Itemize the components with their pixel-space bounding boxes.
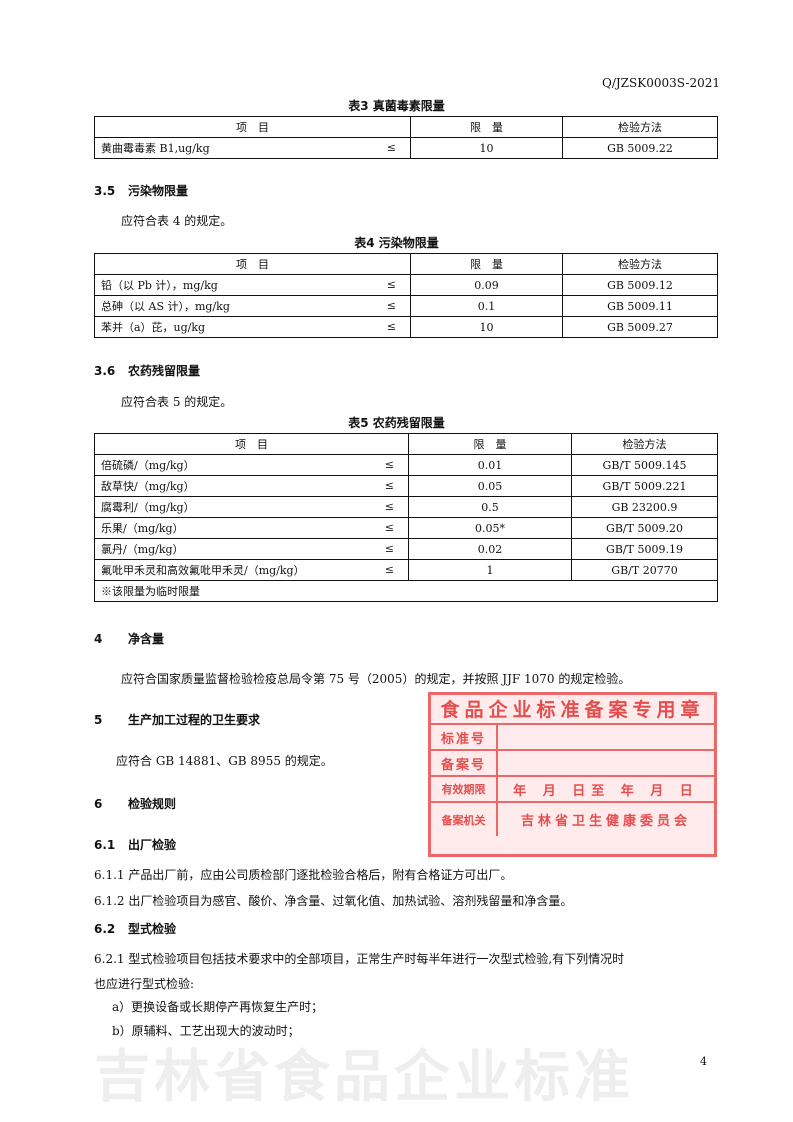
- stamp-label: 备案号: [431, 751, 498, 775]
- heading-6: 6 检验规则: [94, 797, 177, 811]
- th: 限 量: [410, 253, 563, 275]
- stamp-label: 备案机关: [431, 803, 498, 836]
- list-item: a）更换设备或长期停产再恢复生产时；: [112, 1000, 324, 1014]
- para: 应符合 GB 14881、GB 8955 的规定。: [116, 754, 333, 768]
- heading-6-1: 6.1 出厂检验: [94, 838, 177, 852]
- table-row: 腐霉利/（mg/kg） ≤0.5 GB 23200.9: [94, 496, 718, 518]
- stamp-value: 吉林省卫生健康委员会: [520, 814, 691, 829]
- stamp-value: [498, 751, 714, 775]
- table-row: 黄曲霉毒素 B1,ug/kg ≤10 GB 5009.22: [94, 137, 718, 159]
- filing-stamp: 食品企业标准备案专用章 标准号 备案号 有效期限年 月 日至 年 月 日 备案机…: [428, 692, 717, 857]
- table4-caption: 表4 污染物限量: [354, 236, 439, 250]
- heading-3-6: 3.6 农药残留限量: [94, 364, 201, 378]
- table-row: 总砷（以 AS 计），mg/kg ≤0.1 GB 5009.11: [94, 295, 718, 317]
- stamp-value: 年 月 日至 年 月 日: [513, 783, 699, 799]
- table4: 项 目限 量检验方法 铅（以 Pb 计），mg/kg ≤0.09 GB 5009.1…: [94, 253, 718, 338]
- para: 应符合国家质量监督检验检疫总局令第 75 号（2005）的规定，并按照 JJF …: [121, 672, 631, 686]
- table3-caption: 表3 真菌毒素限量: [348, 99, 445, 113]
- th: 限 量: [408, 433, 572, 455]
- doc-code: Q/JZSK0003S-2021: [601, 76, 720, 90]
- list-item: b）原辅料、工艺出现大的波动时；: [112, 1024, 300, 1038]
- page-number: 4: [700, 1055, 707, 1068]
- table-row: 氯丹/（mg/kg） ≤0.02 GB/T 5009.19: [94, 538, 718, 560]
- item: 黄曲霉毒素 B1,ug/kg: [101, 142, 210, 155]
- th: 检验方法: [562, 253, 718, 275]
- heading-4: 4 净含量: [94, 632, 165, 646]
- para: 6.1.2 出厂检验项目为感官、酸价、净含量、过氧化值、加热试验、溶剂残留量和净…: [94, 894, 573, 908]
- heading-5: 5 生产加工过程的卫生要求: [94, 713, 261, 727]
- th: 项 目: [94, 253, 411, 275]
- table-row: 苯并（a）芘，ug/kg ≤10 GB 5009.27: [94, 316, 718, 338]
- th: 检验方法: [562, 116, 718, 138]
- stamp-label: 有效期限: [431, 777, 498, 801]
- stamp-label: 标准号: [431, 725, 498, 749]
- heading-3-5: 3.5 污染物限量: [94, 184, 189, 198]
- para: 6.1.1 产品出厂前，应由公司质检部门逐批检验合格后，附有合格证方可出厂。: [94, 868, 513, 882]
- stamp-value: [498, 725, 714, 749]
- stamp-title: 食品企业标准备案专用章: [431, 695, 714, 725]
- op: ≤: [386, 141, 396, 154]
- th: 项 目: [94, 116, 411, 138]
- th: 限 量: [410, 116, 563, 138]
- table5: 项 目限 量检验方法 倍硫磷/（mg/kg） ≤0.01 GB/T 5009.145…: [94, 433, 718, 602]
- table3: 项 目限 量检验方法 黄曲霉毒素 B1,ug/kg ≤10 GB 5009.22: [94, 116, 718, 159]
- para: 应符合表 4 的规定。: [121, 214, 233, 228]
- table-row: 乐果/（mg/kg） ≤0.05* GB/T 5009.20: [94, 517, 718, 539]
- table-row: 氟吡甲禾灵和高效氟吡甲禾灵/（mg/kg） ≤1 GB/T 20770: [94, 559, 718, 581]
- para: 6.2.1 型式检验项目包括技术要求中的全部项目，正常生产时每半年进行一次型式检…: [94, 952, 625, 966]
- table5-caption: 表5 农药残留限量: [348, 416, 445, 430]
- th: 项 目: [94, 433, 409, 455]
- para: 应符合表 5 的规定。: [121, 395, 233, 409]
- table-row: 敌草快/（mg/kg） ≤0.05 GB/T 5009.221: [94, 475, 718, 497]
- watermark: 吉林省食品企业标准: [94, 1045, 634, 1110]
- table-note: ※该限量为临时限量: [94, 580, 718, 602]
- heading-6-2: 6.2 型式检验: [94, 922, 177, 936]
- method: GB 5009.22: [562, 137, 718, 159]
- table-row: 倍硫磷/（mg/kg） ≤0.01 GB/T 5009.145: [94, 454, 718, 476]
- th: 检验方法: [571, 433, 718, 455]
- para: 也应进行型式检验:: [94, 977, 195, 991]
- table-row: 铅（以 Pb 计），mg/kg ≤0.09 GB 5009.12: [94, 274, 718, 296]
- limit: 10: [410, 137, 563, 159]
